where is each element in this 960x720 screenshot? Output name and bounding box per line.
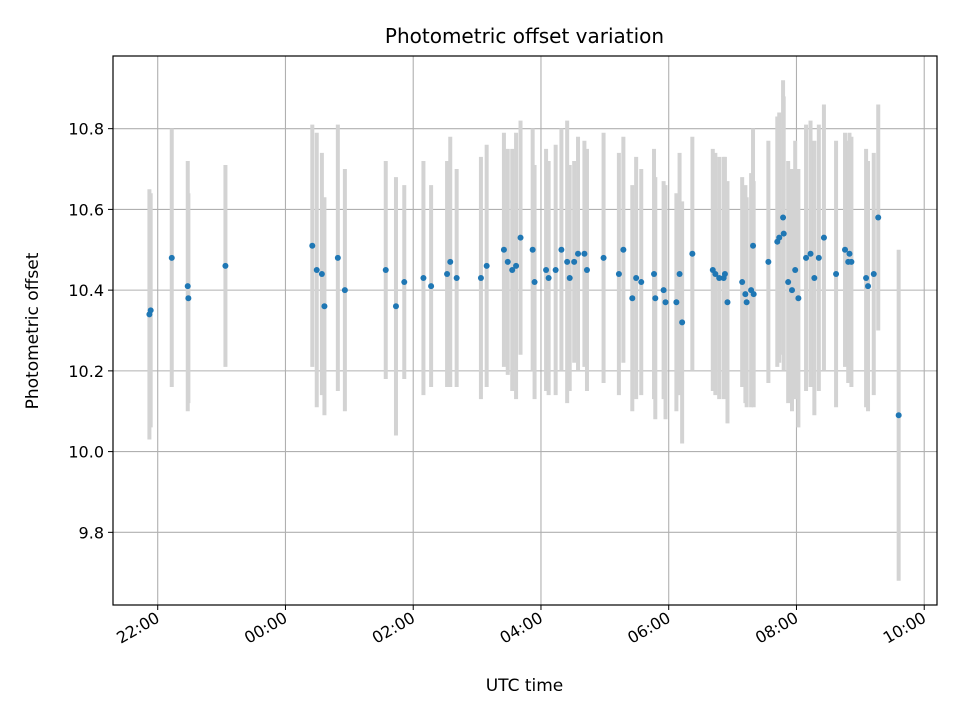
data-point (552, 266, 559, 273)
data-point (401, 279, 408, 286)
data-point (483, 262, 490, 269)
data-point (662, 299, 669, 306)
data-point (863, 275, 870, 282)
data-point (453, 275, 460, 282)
data-point (517, 234, 524, 241)
data-point (334, 254, 341, 261)
data-point (564, 258, 571, 265)
data-point (721, 270, 728, 277)
data-point (392, 303, 399, 310)
data-point (742, 291, 749, 298)
data-point (504, 258, 511, 265)
data-point (509, 266, 516, 273)
data-point (600, 254, 607, 261)
data-point (185, 295, 192, 302)
y-axis: 9.8 10.0 10.2 10.4 10.6 10.8 (68, 120, 113, 542)
data-point (815, 254, 822, 261)
data-point (382, 266, 389, 273)
y-axis-label: Photometric offset (23, 252, 43, 409)
data-point (500, 246, 507, 253)
data-point (545, 275, 552, 282)
data-point (638, 279, 645, 286)
chart-title: Photometric offset variation (385, 24, 664, 48)
data-point (865, 283, 872, 290)
data-point (529, 246, 536, 253)
y-tick-label: 10.8 (68, 120, 104, 139)
data-point (716, 275, 723, 282)
data-point (341, 287, 348, 294)
y-tick-label: 10.6 (68, 200, 104, 219)
plot-frame (112, 55, 938, 606)
data-point (566, 275, 573, 282)
data-point (676, 270, 683, 277)
data-point (571, 258, 578, 265)
data-point (792, 266, 799, 273)
data-point (750, 291, 757, 298)
data-point (739, 279, 746, 286)
data-point (780, 230, 787, 237)
y-tick-label: 10.0 (68, 443, 104, 462)
data-point (789, 287, 796, 294)
data-point (309, 242, 316, 249)
data-point (321, 303, 328, 310)
data-point (833, 270, 840, 277)
data-point (575, 250, 582, 257)
data-point (581, 250, 588, 257)
data-point (689, 250, 696, 257)
data-point (724, 299, 731, 306)
data-point (620, 246, 627, 253)
data-point (147, 307, 154, 314)
data-point (660, 287, 667, 294)
grid (113, 56, 937, 605)
data-point (428, 283, 435, 290)
data-point (513, 262, 520, 269)
data-point (543, 266, 550, 273)
data-point (615, 270, 622, 277)
data-point (184, 283, 191, 290)
data-point (785, 279, 792, 286)
data-point (673, 299, 680, 306)
data-point (318, 270, 325, 277)
data-point (895, 412, 902, 419)
data-point (780, 214, 787, 221)
data-point (848, 258, 855, 265)
data-point (477, 275, 484, 282)
data-point (811, 275, 818, 282)
data-point (870, 270, 877, 277)
data-point (820, 234, 827, 241)
data-point (842, 246, 849, 253)
data-point (765, 258, 772, 265)
data-point (633, 275, 640, 282)
data-point (313, 266, 320, 273)
data-point (531, 279, 538, 286)
data-point (875, 214, 882, 221)
data-point (558, 246, 565, 253)
data-point (652, 295, 659, 302)
data-point (447, 258, 454, 265)
data-point (583, 266, 590, 273)
data-point (743, 299, 750, 306)
data-point (807, 250, 814, 257)
data-point (750, 242, 757, 249)
data-point (803, 254, 810, 261)
x-axis-label: UTC time (486, 676, 564, 696)
data-point (651, 270, 658, 277)
data-point (712, 270, 719, 277)
data-point (846, 250, 853, 257)
data-point (795, 295, 802, 302)
data-point (679, 319, 686, 326)
data-point (222, 262, 229, 269)
y-tick-label: 10.4 (68, 281, 104, 300)
y-tick-label: 10.2 (68, 362, 104, 381)
data-point (629, 295, 636, 302)
data-point (444, 270, 451, 277)
data-point (168, 254, 175, 261)
data-point (776, 234, 783, 241)
data-point (420, 275, 427, 282)
y-tick-label: 9.8 (79, 523, 104, 542)
data-points (146, 214, 902, 419)
